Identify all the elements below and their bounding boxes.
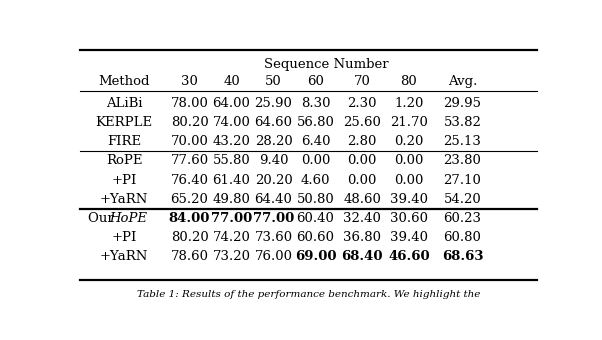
Text: 29.95: 29.95	[444, 97, 482, 110]
Text: 20.20: 20.20	[255, 174, 293, 187]
Text: 68.40: 68.40	[341, 250, 383, 263]
Text: +YaRN: +YaRN	[100, 193, 149, 206]
Text: 74.20: 74.20	[213, 231, 250, 244]
Text: 32.40: 32.40	[343, 212, 381, 225]
Text: 25.60: 25.60	[343, 116, 381, 129]
Text: 1.20: 1.20	[394, 97, 424, 110]
Text: 53.82: 53.82	[444, 116, 482, 129]
Text: 0.00: 0.00	[301, 154, 330, 168]
Text: 30: 30	[181, 75, 198, 88]
Text: 30.60: 30.60	[390, 212, 428, 225]
Text: 0.00: 0.00	[394, 154, 424, 168]
Text: 73.60: 73.60	[255, 231, 293, 244]
Text: Our: Our	[88, 212, 119, 225]
Text: 80.20: 80.20	[171, 231, 208, 244]
Text: 64.60: 64.60	[255, 116, 293, 129]
Text: Avg.: Avg.	[448, 75, 477, 88]
Text: 0.00: 0.00	[347, 154, 377, 168]
Text: 25.90: 25.90	[255, 97, 293, 110]
Text: 60.40: 60.40	[297, 212, 335, 225]
Text: 9.40: 9.40	[259, 154, 288, 168]
Text: 80: 80	[400, 75, 417, 88]
Text: 77.00: 77.00	[253, 212, 294, 225]
Text: 0.20: 0.20	[394, 135, 424, 148]
Text: 80.20: 80.20	[171, 116, 208, 129]
Text: 25.13: 25.13	[444, 135, 482, 148]
Text: 48.60: 48.60	[343, 193, 381, 206]
Text: 60.80: 60.80	[444, 231, 482, 244]
Text: 73.20: 73.20	[213, 250, 250, 263]
Text: 61.40: 61.40	[213, 174, 250, 187]
Text: 56.80: 56.80	[297, 116, 335, 129]
Text: 0.00: 0.00	[347, 174, 377, 187]
Text: 6.40: 6.40	[301, 135, 330, 148]
Text: Table 1: Results of the performance benchmark. We highlight the: Table 1: Results of the performance benc…	[137, 290, 480, 299]
Text: 36.80: 36.80	[343, 231, 381, 244]
Text: 76.40: 76.40	[170, 174, 208, 187]
Text: 60.60: 60.60	[297, 231, 335, 244]
Text: 78.00: 78.00	[170, 97, 208, 110]
Text: 64.00: 64.00	[213, 97, 250, 110]
Text: 0.00: 0.00	[394, 174, 424, 187]
Text: +YaRN: +YaRN	[100, 250, 149, 263]
Text: Method: Method	[99, 75, 150, 88]
Text: RoPE: RoPE	[106, 154, 143, 168]
Text: Sequence Number: Sequence Number	[264, 58, 388, 71]
Text: 55.80: 55.80	[213, 154, 250, 168]
Text: 21.70: 21.70	[390, 116, 428, 129]
Text: 50: 50	[265, 75, 282, 88]
Text: KERPLE: KERPLE	[96, 116, 153, 129]
Text: +PI: +PI	[111, 174, 137, 187]
Text: 84.00: 84.00	[169, 212, 210, 225]
Text: 64.40: 64.40	[255, 193, 293, 206]
Text: 8.30: 8.30	[301, 97, 330, 110]
Text: 2.30: 2.30	[347, 97, 377, 110]
Text: FIRE: FIRE	[107, 135, 141, 148]
Text: 39.40: 39.40	[390, 193, 428, 206]
Text: 39.40: 39.40	[390, 231, 428, 244]
Text: 2.80: 2.80	[347, 135, 377, 148]
Text: 70: 70	[354, 75, 371, 88]
Text: 49.80: 49.80	[213, 193, 250, 206]
Text: 46.60: 46.60	[388, 250, 430, 263]
Text: 76.00: 76.00	[255, 250, 293, 263]
Text: 69.00: 69.00	[295, 250, 337, 263]
Text: 74.00: 74.00	[213, 116, 250, 129]
Text: 77.00: 77.00	[211, 212, 252, 225]
Text: 60.23: 60.23	[444, 212, 482, 225]
Text: 65.20: 65.20	[170, 193, 208, 206]
Text: 43.20: 43.20	[213, 135, 250, 148]
Text: 60: 60	[307, 75, 324, 88]
Text: 50.80: 50.80	[297, 193, 334, 206]
Text: HoPE: HoPE	[110, 212, 147, 225]
Text: 27.10: 27.10	[444, 174, 482, 187]
Text: 28.20: 28.20	[255, 135, 293, 148]
Text: 68.63: 68.63	[442, 250, 483, 263]
Text: +PI: +PI	[111, 231, 137, 244]
Text: 78.60: 78.60	[170, 250, 208, 263]
Text: 70.00: 70.00	[170, 135, 208, 148]
Text: 23.80: 23.80	[444, 154, 482, 168]
Text: ALiBi: ALiBi	[106, 97, 143, 110]
Text: 4.60: 4.60	[301, 174, 330, 187]
Text: 40: 40	[223, 75, 240, 88]
Text: 77.60: 77.60	[170, 154, 209, 168]
Text: 54.20: 54.20	[444, 193, 482, 206]
